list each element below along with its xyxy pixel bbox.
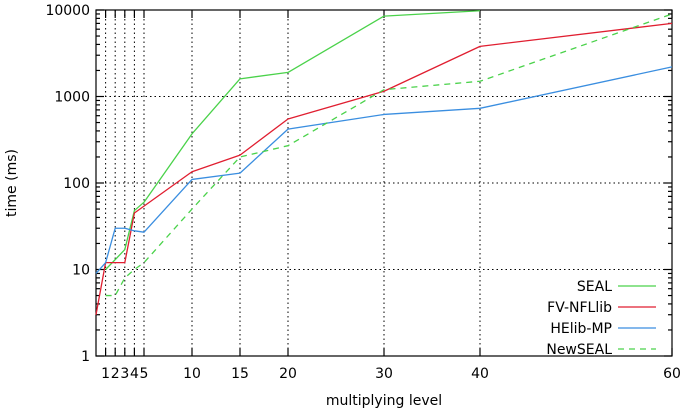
x-tick-label: 10 — [183, 366, 201, 382]
y-tick-label: 10000 — [45, 3, 90, 19]
legend: SEAL FV-NFLlib HElib-MP NewSEAL — [546, 279, 656, 358]
grid-lines — [96, 10, 672, 356]
x-tick-label: 20 — [279, 366, 297, 382]
legend-label: NewSEAL — [546, 342, 612, 358]
y-axis-title: time (ms) — [4, 149, 20, 217]
x-tick-label: 40 — [471, 366, 489, 382]
y-tick-label: 100 — [63, 176, 90, 192]
y-tick-label: 1 — [81, 349, 90, 365]
series-line-helib-mp — [95, 66, 673, 274]
x-tick-label: 2 — [111, 366, 120, 382]
x-tick-label: 60 — [663, 366, 681, 382]
x-tick-label: 5 — [140, 366, 149, 382]
series-line-fv-nfllib — [95, 22, 673, 315]
y-tick-label: 10 — [72, 263, 90, 279]
x-tick-label: 30 — [375, 366, 393, 382]
x-tick-label: 1 — [101, 366, 110, 382]
legend-label: SEAL — [577, 279, 612, 295]
x-tick-label: 3 — [120, 366, 129, 382]
x-tick-label: 4 — [130, 366, 139, 382]
series-line-seal — [105, 10, 481, 270]
legend-label: FV-NFLlib — [547, 300, 612, 316]
x-tick-label: 15 — [231, 366, 249, 382]
series-lines — [95, 10, 673, 315]
x-axis-title: multiplying level — [326, 393, 442, 409]
legend-label: HElib-MP — [550, 321, 612, 337]
series-line-newseal — [105, 13, 673, 297]
y-tick-label: 1000 — [54, 90, 90, 106]
